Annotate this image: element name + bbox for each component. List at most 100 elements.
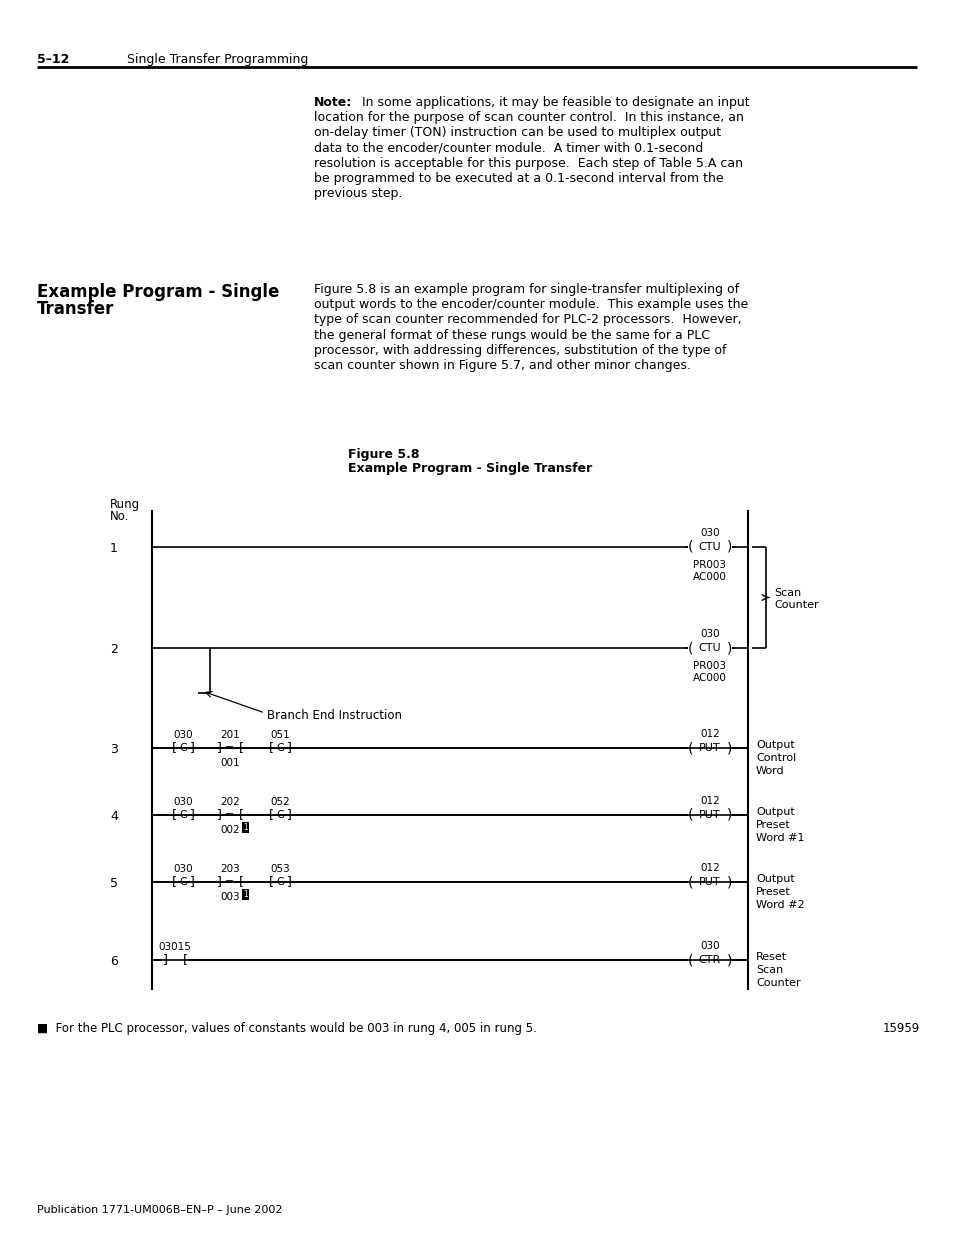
Text: [: [ xyxy=(182,953,188,967)
Text: Preset: Preset xyxy=(755,887,790,897)
Text: Rung: Rung xyxy=(110,498,140,511)
Text: PUT: PUT xyxy=(699,877,720,887)
Text: CTU: CTU xyxy=(698,643,720,653)
Text: =: = xyxy=(225,743,234,753)
Text: G: G xyxy=(179,810,187,820)
Text: G: G xyxy=(179,877,187,887)
Text: 001: 001 xyxy=(220,758,239,768)
Text: Figure 5.8 is an example program for single-transfer multiplexing of: Figure 5.8 is an example program for sin… xyxy=(314,283,739,296)
Text: 1: 1 xyxy=(243,823,248,832)
Text: output words to the encoder/counter module.  This example uses the: output words to the encoder/counter modu… xyxy=(314,298,747,311)
Text: 030: 030 xyxy=(700,629,720,638)
Text: G: G xyxy=(275,877,284,887)
Text: processor, with addressing differences, substitution of the type of: processor, with addressing differences, … xyxy=(314,343,726,357)
Text: =: = xyxy=(225,810,234,820)
Text: ]: ] xyxy=(162,953,168,967)
Text: 15959: 15959 xyxy=(882,1023,919,1035)
Text: (: ( xyxy=(687,741,693,755)
Text: [: [ xyxy=(172,876,176,888)
Text: [: [ xyxy=(238,809,243,821)
Text: =: = xyxy=(225,877,234,887)
Text: Example Program - Single: Example Program - Single xyxy=(37,283,279,301)
Text: Reset: Reset xyxy=(755,952,786,962)
Text: 002: 002 xyxy=(220,825,239,835)
Text: ): ) xyxy=(726,741,731,755)
Text: 012: 012 xyxy=(700,797,720,806)
Text: [: [ xyxy=(268,876,274,888)
Text: 012: 012 xyxy=(700,729,720,739)
Text: previous step.: previous step. xyxy=(314,188,402,200)
Text: Word #1: Word #1 xyxy=(755,832,803,844)
Text: 030: 030 xyxy=(173,730,193,740)
Text: No.: No. xyxy=(110,510,130,522)
Text: on-delay timer (TON) instruction can be used to multiplex output: on-delay timer (TON) instruction can be … xyxy=(314,126,720,140)
Text: ]: ] xyxy=(286,876,291,888)
Text: Output: Output xyxy=(755,740,794,750)
Text: ): ) xyxy=(726,641,731,655)
Text: ]: ] xyxy=(286,809,291,821)
Text: 5: 5 xyxy=(110,877,118,890)
Text: Output: Output xyxy=(755,806,794,818)
Text: (: ( xyxy=(687,953,693,967)
Text: [: [ xyxy=(268,741,274,755)
Text: Branch End Instruction: Branch End Instruction xyxy=(267,709,401,722)
Text: 012: 012 xyxy=(700,863,720,873)
Text: In some applications, it may be feasible to designate an input: In some applications, it may be feasible… xyxy=(354,96,749,109)
Text: 053: 053 xyxy=(270,864,290,874)
Text: [: [ xyxy=(172,809,176,821)
Text: 052: 052 xyxy=(270,797,290,806)
Text: ): ) xyxy=(726,808,731,823)
Text: CTR: CTR xyxy=(699,955,720,965)
Text: Figure 5.8: Figure 5.8 xyxy=(348,448,419,461)
Text: PR003: PR003 xyxy=(693,559,726,571)
Text: PUT: PUT xyxy=(699,743,720,753)
Text: Control: Control xyxy=(755,753,796,763)
Text: 6: 6 xyxy=(110,955,118,968)
Text: ]: ] xyxy=(216,809,221,821)
Text: AC000: AC000 xyxy=(692,673,726,683)
Text: 203: 203 xyxy=(220,864,239,874)
Text: ]: ] xyxy=(216,741,221,755)
Text: ]: ] xyxy=(190,809,194,821)
Text: Scan: Scan xyxy=(773,588,801,598)
Text: (: ( xyxy=(687,641,693,655)
Text: [: [ xyxy=(172,741,176,755)
Text: Word #2: Word #2 xyxy=(755,900,803,910)
Text: the general format of these rungs would be the same for a PLC: the general format of these rungs would … xyxy=(314,329,709,342)
Text: Note:: Note: xyxy=(314,96,352,109)
Text: ■  For the PLC processor, values of constants would be 003 in rung 4, 005 in run: ■ For the PLC processor, values of const… xyxy=(37,1023,537,1035)
Text: type of scan counter recommended for PLC-2 processors.  However,: type of scan counter recommended for PLC… xyxy=(314,314,740,326)
Text: 1: 1 xyxy=(110,542,118,555)
Text: ]: ] xyxy=(216,876,221,888)
Text: ): ) xyxy=(726,953,731,967)
Text: Scan: Scan xyxy=(755,965,782,974)
Text: location for the purpose of scan counter control.  In this instance, an: location for the purpose of scan counter… xyxy=(314,111,743,125)
Text: (: ( xyxy=(687,540,693,555)
Text: 030: 030 xyxy=(173,797,193,806)
Text: 003: 003 xyxy=(220,892,239,902)
Text: CTU: CTU xyxy=(698,542,720,552)
Text: G: G xyxy=(275,743,284,753)
Text: resolution is acceptable for this purpose.  Each step of Table 5.A can: resolution is acceptable for this purpos… xyxy=(314,157,742,169)
Text: Transfer: Transfer xyxy=(37,300,114,317)
Text: 030: 030 xyxy=(173,864,193,874)
Text: Word: Word xyxy=(755,766,783,776)
Text: AC000: AC000 xyxy=(692,572,726,582)
Text: 202: 202 xyxy=(220,797,239,806)
Text: 3: 3 xyxy=(110,743,118,756)
Text: Example Program - Single Transfer: Example Program - Single Transfer xyxy=(348,462,592,475)
Text: data to the encoder/counter module.  A timer with 0.1-second: data to the encoder/counter module. A ti… xyxy=(314,142,702,154)
Text: 5–12: 5–12 xyxy=(37,53,70,65)
Text: Single Transfer Programming: Single Transfer Programming xyxy=(127,53,308,65)
Text: 051: 051 xyxy=(270,730,290,740)
Text: 03015: 03015 xyxy=(158,942,192,952)
Text: Counter: Counter xyxy=(755,978,800,988)
Text: Counter: Counter xyxy=(773,600,818,610)
Text: ): ) xyxy=(726,876,731,889)
Text: Publication 1771-UM006B–EN–P – June 2002: Publication 1771-UM006B–EN–P – June 2002 xyxy=(37,1205,282,1215)
Text: Preset: Preset xyxy=(755,820,790,830)
Text: G: G xyxy=(275,810,284,820)
Text: be programmed to be executed at a 0.1-second interval from the: be programmed to be executed at a 0.1-se… xyxy=(314,172,723,185)
Text: (: ( xyxy=(687,808,693,823)
Text: 030: 030 xyxy=(700,941,720,951)
